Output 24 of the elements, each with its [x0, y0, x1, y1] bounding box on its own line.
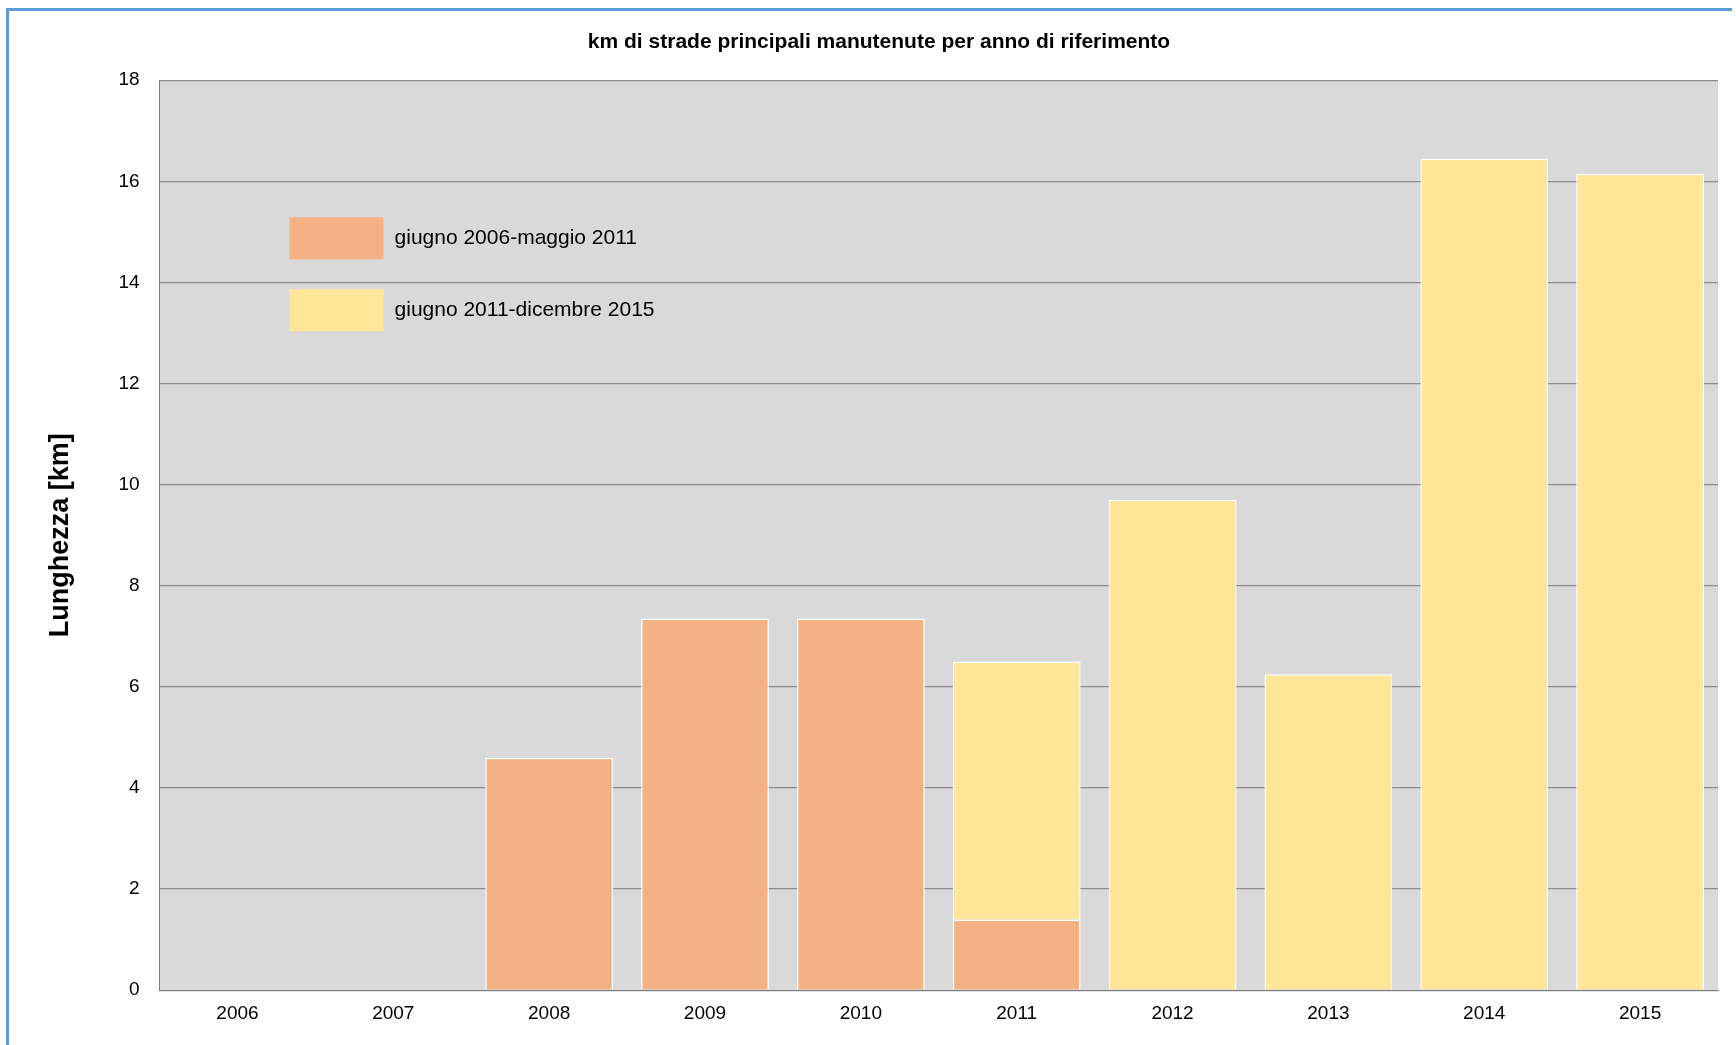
x-tick-label: 2009 — [683, 1001, 727, 1023]
y-tick-label: 14 — [118, 270, 140, 292]
x-tick-label: 2008 — [528, 1001, 571, 1023]
y-tick-label: 18 — [118, 68, 140, 90]
x-tick-label: 2012 — [1151, 1001, 1194, 1023]
y-tick-label: 0 — [128, 978, 140, 1000]
y-tick-label: 6 — [128, 675, 140, 697]
y-tick-label: 8 — [128, 573, 140, 595]
legend-label: giugno 2011-dicembre 2015 — [394, 297, 655, 320]
chart-title: km di strade principali manutenute per anno di riferimento — [587, 29, 1171, 53]
x-tick-label: 2006 — [216, 1001, 259, 1023]
y-tick-label: 4 — [128, 776, 140, 798]
legend-label: giugno 2006-maggio 2011 — [394, 225, 638, 248]
x-tick-label: 2014 — [1463, 1001, 1506, 1023]
x-tick-label: 2015 — [1618, 1001, 1662, 1023]
y-tick-label: 16 — [118, 169, 140, 191]
x-tick-label: 2010 — [839, 1001, 882, 1023]
y-tick-label: 10 — [118, 472, 140, 494]
x-tick-label: 2007 — [372, 1001, 415, 1023]
y-axis-title: Lunghezza [km] — [43, 433, 74, 638]
y-tick-label: 2 — [128, 877, 140, 899]
x-tick-label: 2011 — [996, 1001, 1038, 1023]
x-tick-label: 2013 — [1307, 1001, 1350, 1023]
y-tick-label: 12 — [118, 371, 140, 393]
